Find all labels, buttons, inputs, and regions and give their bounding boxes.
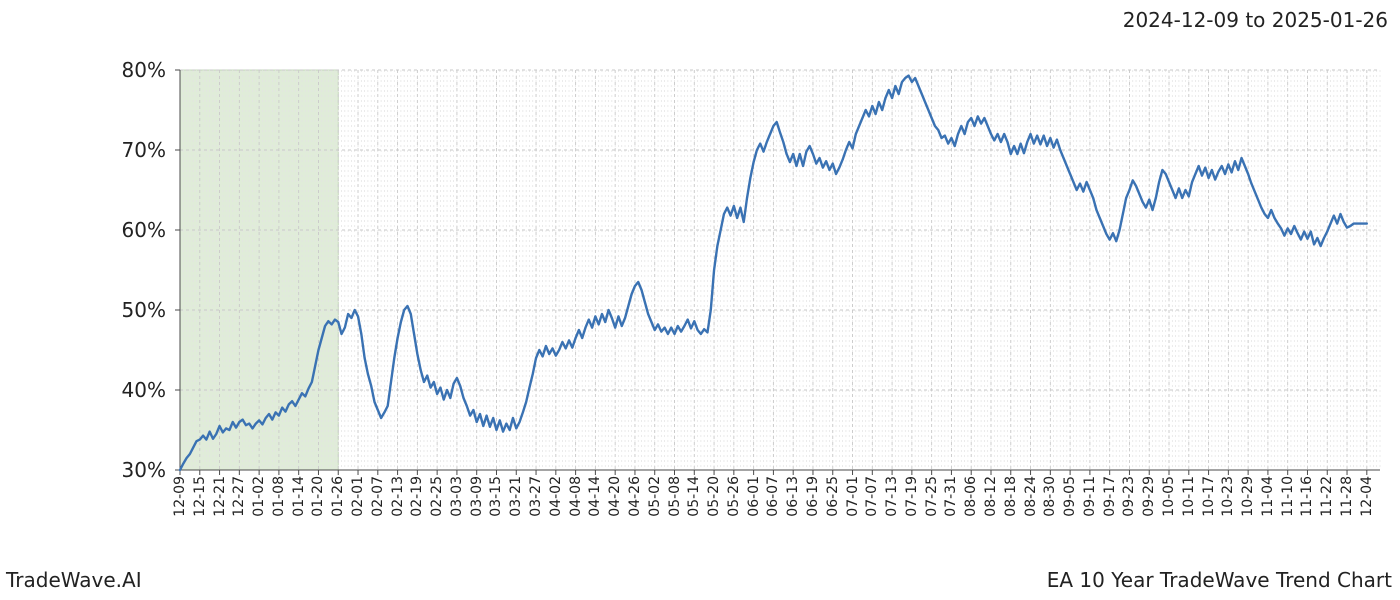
x-tick-label: 09-23 <box>1121 476 1137 517</box>
chart-container: { "header": { "date_range": "2024-12-09 … <box>0 0 1400 600</box>
x-tick-label: 09-17 <box>1102 476 1118 517</box>
x-tick-label: 02-13 <box>390 476 406 517</box>
x-tick-label: 08-12 <box>983 476 999 517</box>
y-tick-label: 40% <box>122 378 166 402</box>
x-tick-label: 06-01 <box>746 476 762 517</box>
x-tick-label: 08-18 <box>1003 476 1019 517</box>
x-tick-label: 03-15 <box>488 476 504 517</box>
x-tick-label: 10-11 <box>1181 476 1197 517</box>
x-tick-label: 03-09 <box>469 476 485 517</box>
brand-label: TradeWave.AI <box>6 568 142 592</box>
x-tick-label: 02-19 <box>409 476 425 517</box>
y-tick-label: 70% <box>122 138 166 162</box>
x-tick-label: 09-05 <box>1062 476 1078 517</box>
x-tick-label: 07-07 <box>864 476 880 517</box>
x-tick-label: 04-08 <box>568 476 584 517</box>
x-tick-label: 03-21 <box>508 476 524 517</box>
x-tick-label: 08-06 <box>963 476 979 517</box>
x-tick-label: 02-01 <box>350 476 366 517</box>
x-tick-label: 03-03 <box>449 476 465 517</box>
x-tick-label: 08-24 <box>1023 476 1039 517</box>
x-tick-label: 09-29 <box>1141 476 1157 517</box>
x-tick-label: 07-13 <box>884 476 900 517</box>
x-tick-label: 10-29 <box>1240 476 1256 517</box>
x-tick-label: 10-23 <box>1220 476 1236 517</box>
x-tick-label: 04-02 <box>548 476 564 517</box>
x-tick-label: 11-04 <box>1260 476 1276 517</box>
x-tick-label: 09-11 <box>1082 476 1098 517</box>
x-tick-label: 07-01 <box>845 476 861 517</box>
x-tick-label: 07-31 <box>943 476 959 517</box>
x-tick-label: 01-08 <box>271 476 287 517</box>
y-tick-label: 30% <box>122 458 166 482</box>
x-tick-label: 12-21 <box>212 476 228 517</box>
x-tick-label: 05-08 <box>667 476 683 517</box>
x-tick-label: 11-22 <box>1319 476 1335 517</box>
x-tick-label: 05-14 <box>686 476 702 517</box>
x-tick-label: 04-20 <box>607 476 623 517</box>
x-tick-label: 01-20 <box>310 476 326 517</box>
x-tick-label: 12-09 <box>172 476 188 517</box>
x-tick-label: 05-20 <box>706 476 722 517</box>
x-tick-label: 08-30 <box>1042 476 1058 517</box>
y-tick-label: 60% <box>122 218 166 242</box>
x-tick-label: 11-16 <box>1299 476 1315 517</box>
x-tick-label: 12-27 <box>231 476 247 517</box>
x-tick-label: 07-19 <box>904 476 920 517</box>
x-tick-label: 01-26 <box>330 476 346 517</box>
x-tick-label: 06-07 <box>765 476 781 517</box>
x-tick-label: 04-26 <box>627 476 643 517</box>
x-tick-label: 10-17 <box>1201 476 1217 517</box>
x-tick-label: 01-02 <box>251 476 267 517</box>
x-tick-label: 02-25 <box>429 476 445 517</box>
x-tick-label: 01-14 <box>291 476 307 517</box>
chart-title-label: EA 10 Year TradeWave Trend Chart <box>1047 568 1392 592</box>
plot-area: 30%40%50%60%70%80% 12-0912-1512-2112-270… <box>180 70 1380 470</box>
y-tick-label: 80% <box>122 58 166 82</box>
x-tick-label: 05-26 <box>726 476 742 517</box>
x-tick-label: 11-28 <box>1339 476 1355 517</box>
x-tick-label: 04-14 <box>587 476 603 517</box>
x-tick-label: 12-15 <box>192 476 208 517</box>
x-tick-label: 06-25 <box>825 476 841 517</box>
x-tick-label: 12-04 <box>1359 476 1375 517</box>
x-tick-label: 07-25 <box>924 476 940 517</box>
x-tick-label: 05-02 <box>647 476 663 517</box>
x-tick-label: 06-19 <box>805 476 821 517</box>
x-tick-label: 06-13 <box>785 476 801 517</box>
line-chart-svg <box>180 70 1380 470</box>
x-tick-label: 10-05 <box>1161 476 1177 517</box>
x-tick-label: 03-27 <box>528 476 544 517</box>
x-tick-label: 11-10 <box>1280 476 1296 517</box>
x-tick-label: 02-07 <box>370 476 386 517</box>
date-range-label: 2024-12-09 to 2025-01-26 <box>1123 8 1388 32</box>
y-tick-label: 50% <box>122 298 166 322</box>
